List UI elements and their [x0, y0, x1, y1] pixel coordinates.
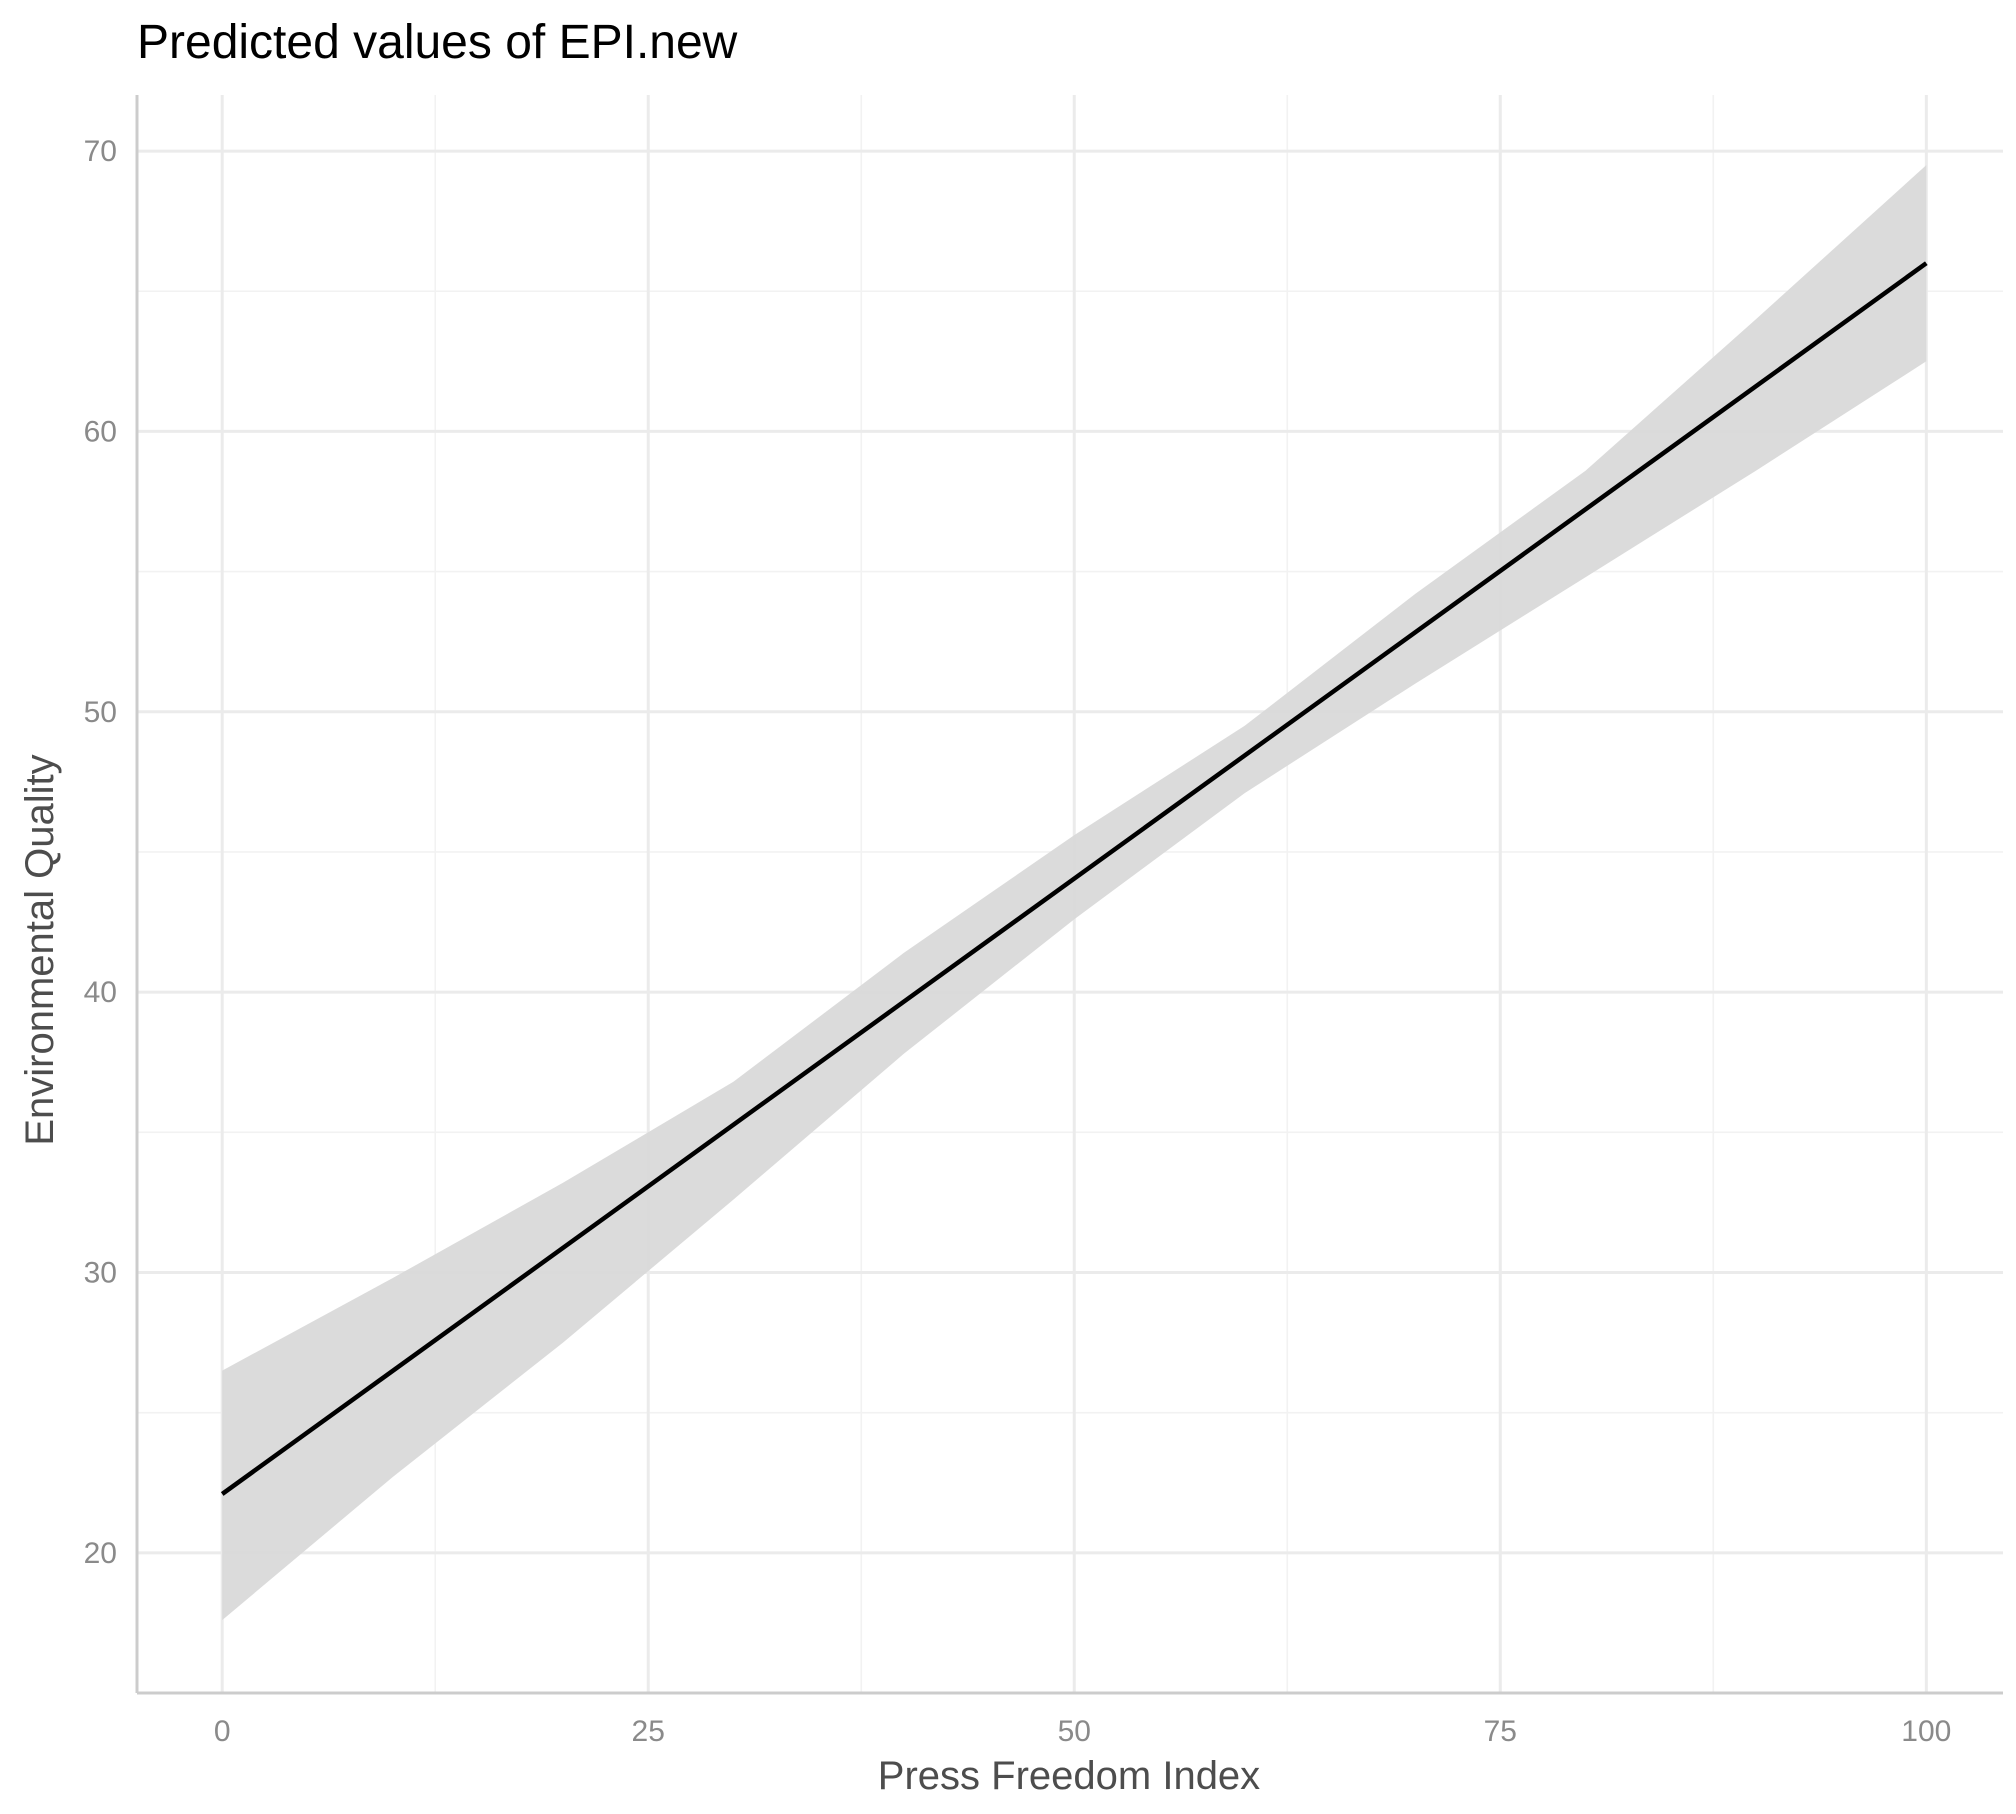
y-tick-label: 30	[84, 1256, 117, 1289]
y-tick-label: 70	[84, 135, 117, 168]
y-tick-label: 50	[84, 696, 117, 729]
chart-title: Predicted values of EPI.new	[137, 16, 738, 69]
x-tick-label: 100	[1901, 1715, 1951, 1748]
prediction-line	[220, 261, 1928, 1496]
y-tick-label: 60	[84, 415, 117, 448]
x-tick-label: 25	[632, 1715, 665, 1748]
axes	[135, 95, 2003, 1695]
y-tick-label: 20	[84, 1537, 117, 1570]
x-tick-label: 0	[214, 1715, 231, 1748]
x-axis-title: Press Freedom Index	[878, 1754, 1260, 1798]
grid	[137, 95, 2003, 1693]
confidence-ribbon	[222, 165, 1927, 1621]
prediction-line-layer	[220, 261, 1928, 1496]
y-tick-label: 40	[84, 976, 117, 1009]
confidence-band	[222, 165, 1927, 1621]
x-tick-label: 75	[1484, 1715, 1517, 1748]
y-axis-title: Environmental Quality	[18, 754, 62, 1145]
x-tick-labels: 0 25 50 75 100	[214, 1715, 1951, 1748]
x-tick-label: 50	[1058, 1715, 1091, 1748]
y-tick-labels: 20 30 40 50 60 70	[84, 135, 117, 1570]
